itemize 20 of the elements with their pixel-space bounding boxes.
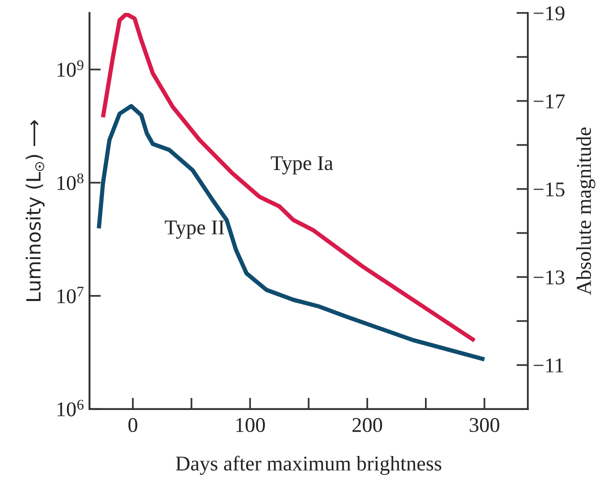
y-tick-label: 10$^{7}$ xyxy=(58,286,84,304)
y2-tick-label: −17 xyxy=(534,94,565,108)
line-series xyxy=(96,104,487,362)
x-tick-label: 100 xyxy=(236,418,265,432)
x-tick-label: 200 xyxy=(352,418,382,432)
y2-tick-label: −13 xyxy=(534,270,564,284)
y2-tick-label: −15 xyxy=(534,182,564,196)
y2-tick-label: −11 xyxy=(534,358,564,372)
x-axis-title: Days after maximum brightness xyxy=(176,456,442,475)
series-label: Type II xyxy=(164,220,224,239)
y-axis-title: Luminosity (L$_{☉}$) ⟶ xyxy=(26,120,45,301)
x-tick-label: 300 xyxy=(470,418,500,432)
y-tick-label: 10$^{6}$ xyxy=(58,400,84,416)
y-tick-label: 10$^{8}$ xyxy=(58,173,84,190)
y2-tick-label: −19 xyxy=(534,6,564,20)
y-tick-label: 10$^{9}$ xyxy=(58,60,84,77)
series-label: Type Ia xyxy=(270,156,333,174)
x-tick-label: 0 xyxy=(128,418,138,432)
line-series xyxy=(100,12,477,343)
y2-axis-title: Absolute magnitude xyxy=(576,128,596,295)
